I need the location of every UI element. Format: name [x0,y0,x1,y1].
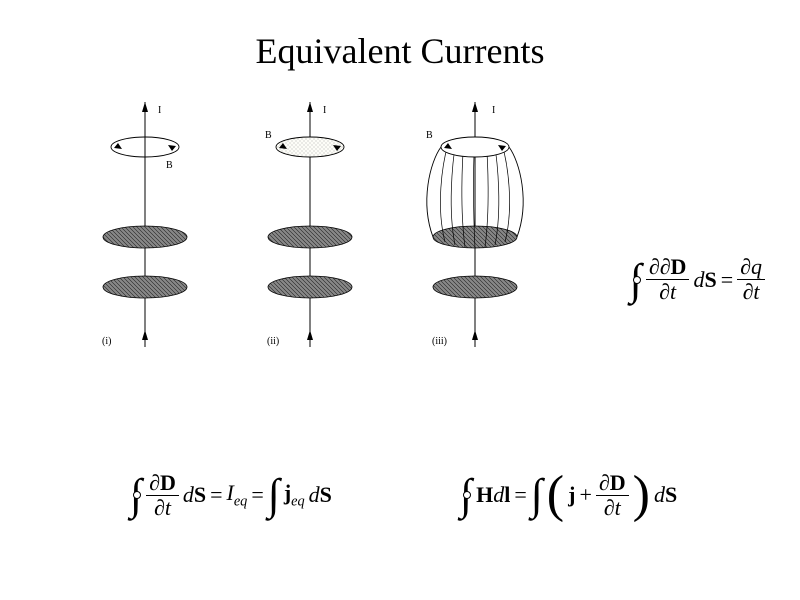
panel-label-ii: (ii) [267,336,279,347]
diagram-ii: I B (ii) [235,92,400,372]
equation-bottom-right: ∫ Hdl = ∫ ( j + ∂D ∂t ) dS [460,471,677,520]
label-I-i: I [158,105,161,116]
label-B-ii: B [265,130,272,141]
eq-r-dt2: ∂t [740,280,763,304]
eq-bl-eq1: = [210,482,222,508]
label-I-ii: I [323,105,326,116]
eq-br-plus: + [579,482,591,508]
oint-icon: ∫ [630,258,642,302]
eq-br-j: j [568,482,575,508]
eq-bl-eq2: = [251,482,263,508]
label-B-iii: B [426,130,433,141]
rparen-icon: ) [633,472,650,519]
eq-bl-jsub: eq [291,494,305,510]
diagram-i: I B (i) [70,92,235,372]
int-icon: ∫ [268,473,280,517]
diagram-iii: I B (iii) [400,92,565,372]
eq-bl-Ieq: I [227,480,234,505]
diagram-ii-svg [235,92,400,372]
oint-icon: ∫ [460,473,472,517]
diagram-row: I B (i) [0,92,800,372]
panel-label-iii: (iii) [432,336,447,347]
label-I-iii: I [492,105,495,116]
equation-right: ∫ ∂∂D ∂t dS = ∂q ∂t [630,255,765,304]
lparen-icon: ( [547,472,564,519]
page-title: Equivalent Currents [0,0,800,92]
int-icon: ∫ [531,473,543,517]
eq-bl-dt: ∂t [151,496,174,520]
diagram-i-svg [70,92,235,372]
eq-br-dt: ∂t [601,496,624,520]
oint-icon: ∫ [130,473,142,517]
diagram-iii-svg [400,92,565,372]
eq-br-H: H [476,482,493,507]
eq-r-eq: = [721,267,733,293]
panel-label-i: (i) [102,336,111,347]
eq-r-dt: ∂t [656,280,679,304]
label-B-i: B [166,160,173,171]
eq-r-D: ∂D [660,254,687,279]
equation-bottom-left: ∫ ∂D ∂t dS = Ieq = ∫ jeq dS [130,471,332,520]
eq-r-dq: ∂q [737,255,765,280]
eq-bl-Ieq-sub: eq [234,494,248,510]
eq-br-eq: = [514,482,526,508]
